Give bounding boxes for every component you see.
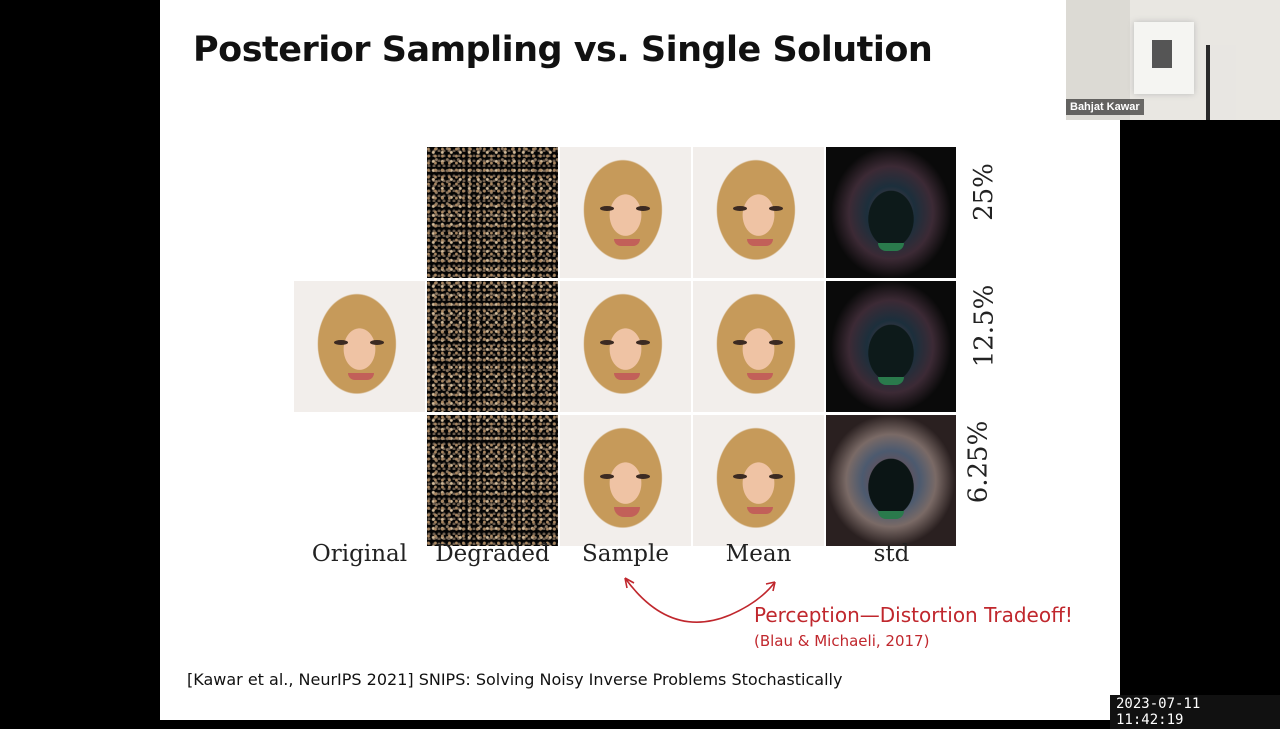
std-image-12-5: [826, 281, 956, 412]
col-label-original: Original: [311, 541, 408, 567]
col-label-degraded: Degraded: [435, 541, 550, 567]
speaker-webcam: Bahjat Kawar: [1066, 0, 1280, 120]
original-face-image: [294, 281, 425, 412]
std-image-25: [826, 147, 956, 278]
col-label-sample: Sample: [582, 541, 669, 567]
paper-reference: [Kawar et al., NeurIPS 2021] SNIPS: Solv…: [187, 670, 843, 689]
tradeoff-caption: Perception—Distortion Tradeoff!: [754, 603, 1073, 627]
projector-screen: [1134, 22, 1194, 94]
tradeoff-citation: (Blau & Michaeli, 2017): [754, 632, 930, 650]
speaker-figure: [1206, 45, 1236, 120]
degraded-image-25: [427, 147, 558, 278]
sample-image-25: [560, 147, 691, 278]
col-label-mean: Mean: [725, 541, 792, 567]
tradeoff-arrow: [624, 577, 776, 623]
recording-timestamp: 2023-07-11 11:42:19: [1110, 695, 1280, 729]
slide: Posterior Sampling vs. Single Solution 2…: [160, 0, 1120, 720]
sample-image-12-5: [560, 281, 691, 412]
mean-image-6-25: [693, 415, 824, 546]
row-label-25: 25%: [968, 163, 999, 221]
row-label-6-25: 6.25%: [963, 420, 994, 504]
row-label-12-5: 12.5%: [969, 284, 1000, 368]
std-image-6-25: [826, 415, 956, 546]
mean-image-25: [693, 147, 824, 278]
slide-title: Posterior Sampling vs. Single Solution: [193, 30, 933, 70]
speaker-name: Bahjat Kawar: [1066, 99, 1144, 115]
mean-image-12-5: [693, 281, 824, 412]
col-label-std: std: [873, 541, 910, 567]
sample-image-6-25: [560, 415, 691, 546]
degraded-image-6-25: [427, 415, 558, 546]
degraded-image-12-5: [427, 281, 558, 412]
